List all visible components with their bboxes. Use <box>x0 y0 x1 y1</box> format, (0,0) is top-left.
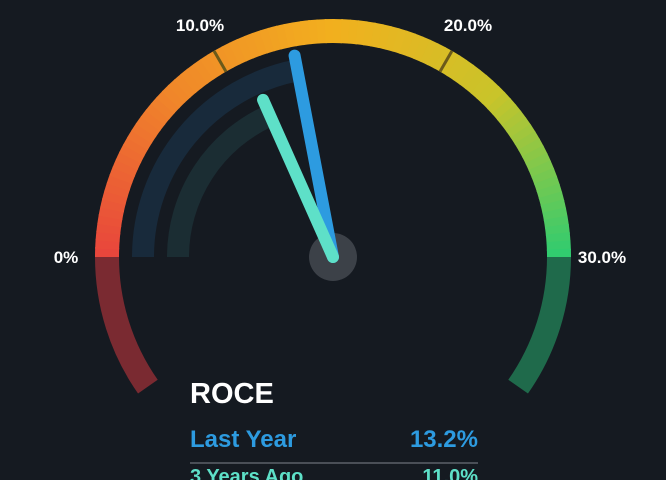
gauge-low-extension <box>95 256 158 394</box>
tick-label-30: 30.0% <box>578 248 626 267</box>
legend-divider <box>190 462 478 464</box>
chart-title: ROCE <box>190 378 274 410</box>
value-track-1 <box>167 105 275 258</box>
tick-label-20: 20.0% <box>444 16 492 35</box>
legend-value-last-year: 13.2% <box>409 426 478 453</box>
tick-label-0: 0% <box>54 248 79 267</box>
legend-label-3-years-ago: 3 Years Ago <box>190 466 304 480</box>
needle-3-years-ago <box>257 93 339 263</box>
gauge-high-extension <box>508 256 571 394</box>
legend-row-3-years-ago: 3 Years Ago 11.0% <box>190 466 478 480</box>
gauge-tick-mark <box>212 50 228 73</box>
tick-label-10: 10.0% <box>176 16 224 35</box>
needle-last-year <box>288 49 339 263</box>
value-track-0 <box>132 59 300 258</box>
legend-row-last-year: Last Year 13.2% <box>190 426 478 454</box>
legend-label-last-year: Last Year <box>190 426 297 453</box>
gauge-tick-mark <box>438 50 454 73</box>
legend-value-3-years-ago: 11.0% <box>422 466 478 480</box>
